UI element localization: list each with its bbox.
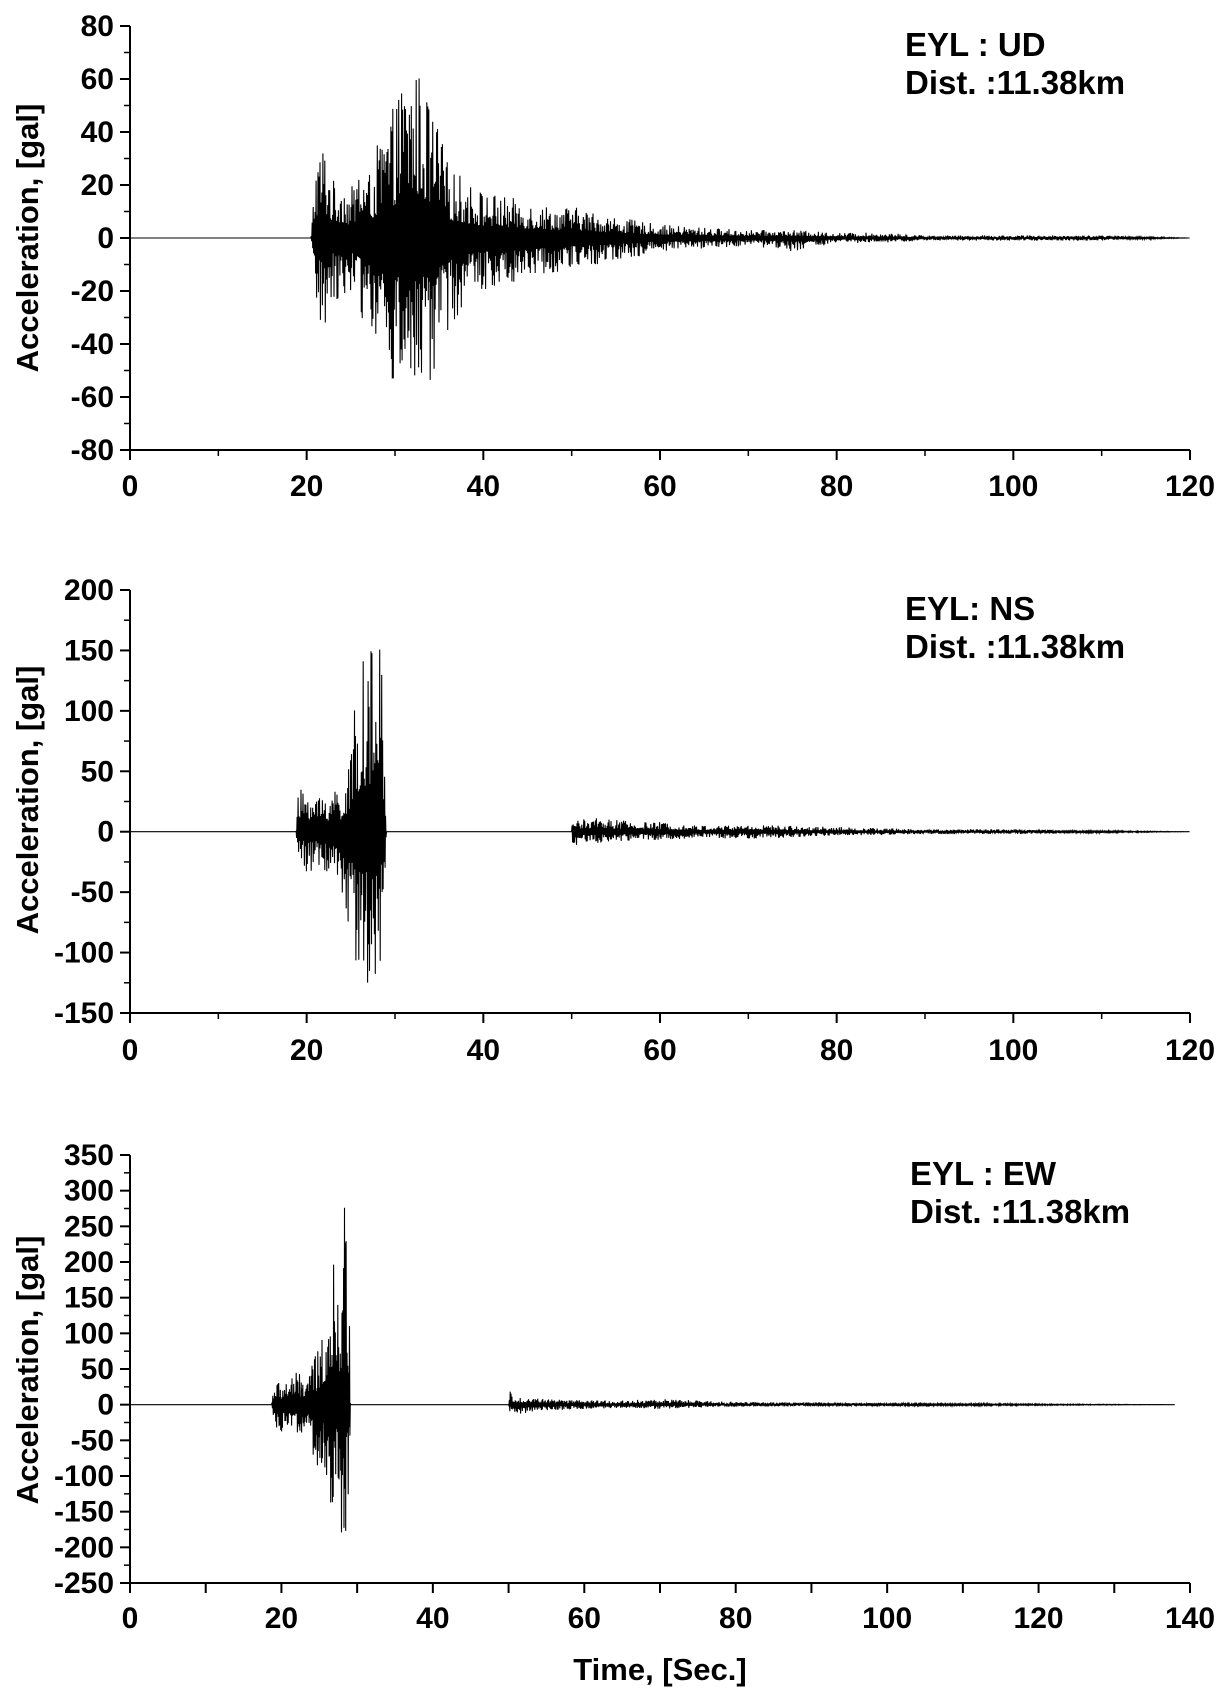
x-tick-label: 120 [1014, 1602, 1064, 1635]
waveform-trace [130, 649, 1190, 983]
x-tick-label: 100 [988, 470, 1038, 503]
distance-label: Dist. :11.38km [905, 628, 1125, 665]
distance-label: Dist. :11.38km [905, 64, 1125, 101]
x-tick-label: 40 [467, 1034, 500, 1067]
y-tick-label: -150 [54, 1496, 114, 1529]
x-tick-label: 0 [122, 1602, 139, 1635]
station-component-label: EYL : EW [910, 1155, 1057, 1192]
x-tick-label: 60 [643, 470, 676, 503]
distance-label: Dist. :11.38km [910, 1193, 1130, 1230]
x-tick-label: 60 [568, 1602, 601, 1635]
x-axis-title: Time, [Sec.] [573, 1652, 746, 1687]
x-tick-label: 80 [820, 1034, 853, 1067]
y-tick-label: 350 [64, 1139, 114, 1172]
y-tick-label: -50 [71, 876, 114, 909]
y-tick-label: 150 [64, 634, 114, 667]
x-tick-label: 20 [290, 470, 323, 503]
x-tick-label: 80 [820, 470, 853, 503]
y-tick-label: 20 [81, 169, 114, 202]
x-tick-label: 120 [1165, 1034, 1215, 1067]
y-tick-label: 0 [97, 222, 114, 255]
y-tick-label: -40 [71, 328, 114, 361]
x-tick-label: 40 [416, 1602, 449, 1635]
y-tick-label: 100 [64, 1317, 114, 1350]
chart-panel-ud: -80 -60 -40 -20 0 20 40 60 80 0 20 40 60 80 100 120 Acce… [10, 10, 1215, 503]
x-tick-label: 20 [290, 1034, 323, 1067]
y-tick-label: 50 [81, 755, 114, 788]
x-tick-label: 0 [122, 470, 139, 503]
chart-panel-ns: -150 -100 -50 0 50 100 150 200 0 20 40 60 80 100 120 Ac… [10, 574, 1215, 1067]
y-tick-label: 200 [64, 574, 114, 607]
x-tick-label: 100 [862, 1602, 912, 1635]
x-tick-label: 0 [122, 1034, 139, 1067]
waveform-trace [130, 78, 1190, 380]
x-tick-label: 120 [1165, 470, 1215, 503]
y-tick-label: -100 [54, 937, 114, 970]
y-tick-label: -250 [54, 1567, 114, 1600]
y-tick-label: 250 [64, 1210, 114, 1243]
chart-panel-ew: -250-200-150-100-50050100150200250300350… [10, 1139, 1215, 1687]
y-axis-title: Acceleration, [gal] [10, 666, 45, 935]
station-component-label: EYL: NS [905, 590, 1035, 627]
y-tick-label: 200 [64, 1246, 114, 1279]
y-tick-label: 40 [81, 116, 114, 149]
y-tick-label: -80 [71, 434, 114, 467]
y-tick-label: -200 [54, 1531, 114, 1564]
x-tick-label: 100 [988, 1034, 1038, 1067]
y-tick-label: -60 [71, 381, 114, 414]
y-tick-label: -50 [71, 1424, 114, 1457]
y-tick-label: -20 [71, 275, 114, 308]
station-component-label: EYL : UD [905, 26, 1046, 63]
x-tick-label: 20 [265, 1602, 298, 1635]
y-tick-label: 300 [64, 1175, 114, 1208]
x-tick-label: 140 [1165, 1602, 1215, 1635]
y-tick-label: 0 [97, 1389, 114, 1422]
x-tick-label: 40 [467, 470, 500, 503]
y-axis-title: Acceleration, [gal] [10, 104, 45, 373]
y-tick-label: 100 [64, 695, 114, 728]
waveform-trace [130, 1207, 1175, 1533]
y-tick-label: 60 [81, 63, 114, 96]
y-tick-label: 80 [81, 10, 114, 43]
y-tick-label: 0 [97, 816, 114, 849]
x-tick-label: 60 [643, 1034, 676, 1067]
y-tick-label: -100 [54, 1460, 114, 1493]
y-tick-label: -150 [54, 997, 114, 1030]
x-tick-label: 80 [719, 1602, 752, 1635]
y-tick-label: 50 [81, 1353, 114, 1386]
y-axis-title: Acceleration, [gal] [10, 1236, 45, 1505]
y-tick-label: 150 [64, 1282, 114, 1315]
